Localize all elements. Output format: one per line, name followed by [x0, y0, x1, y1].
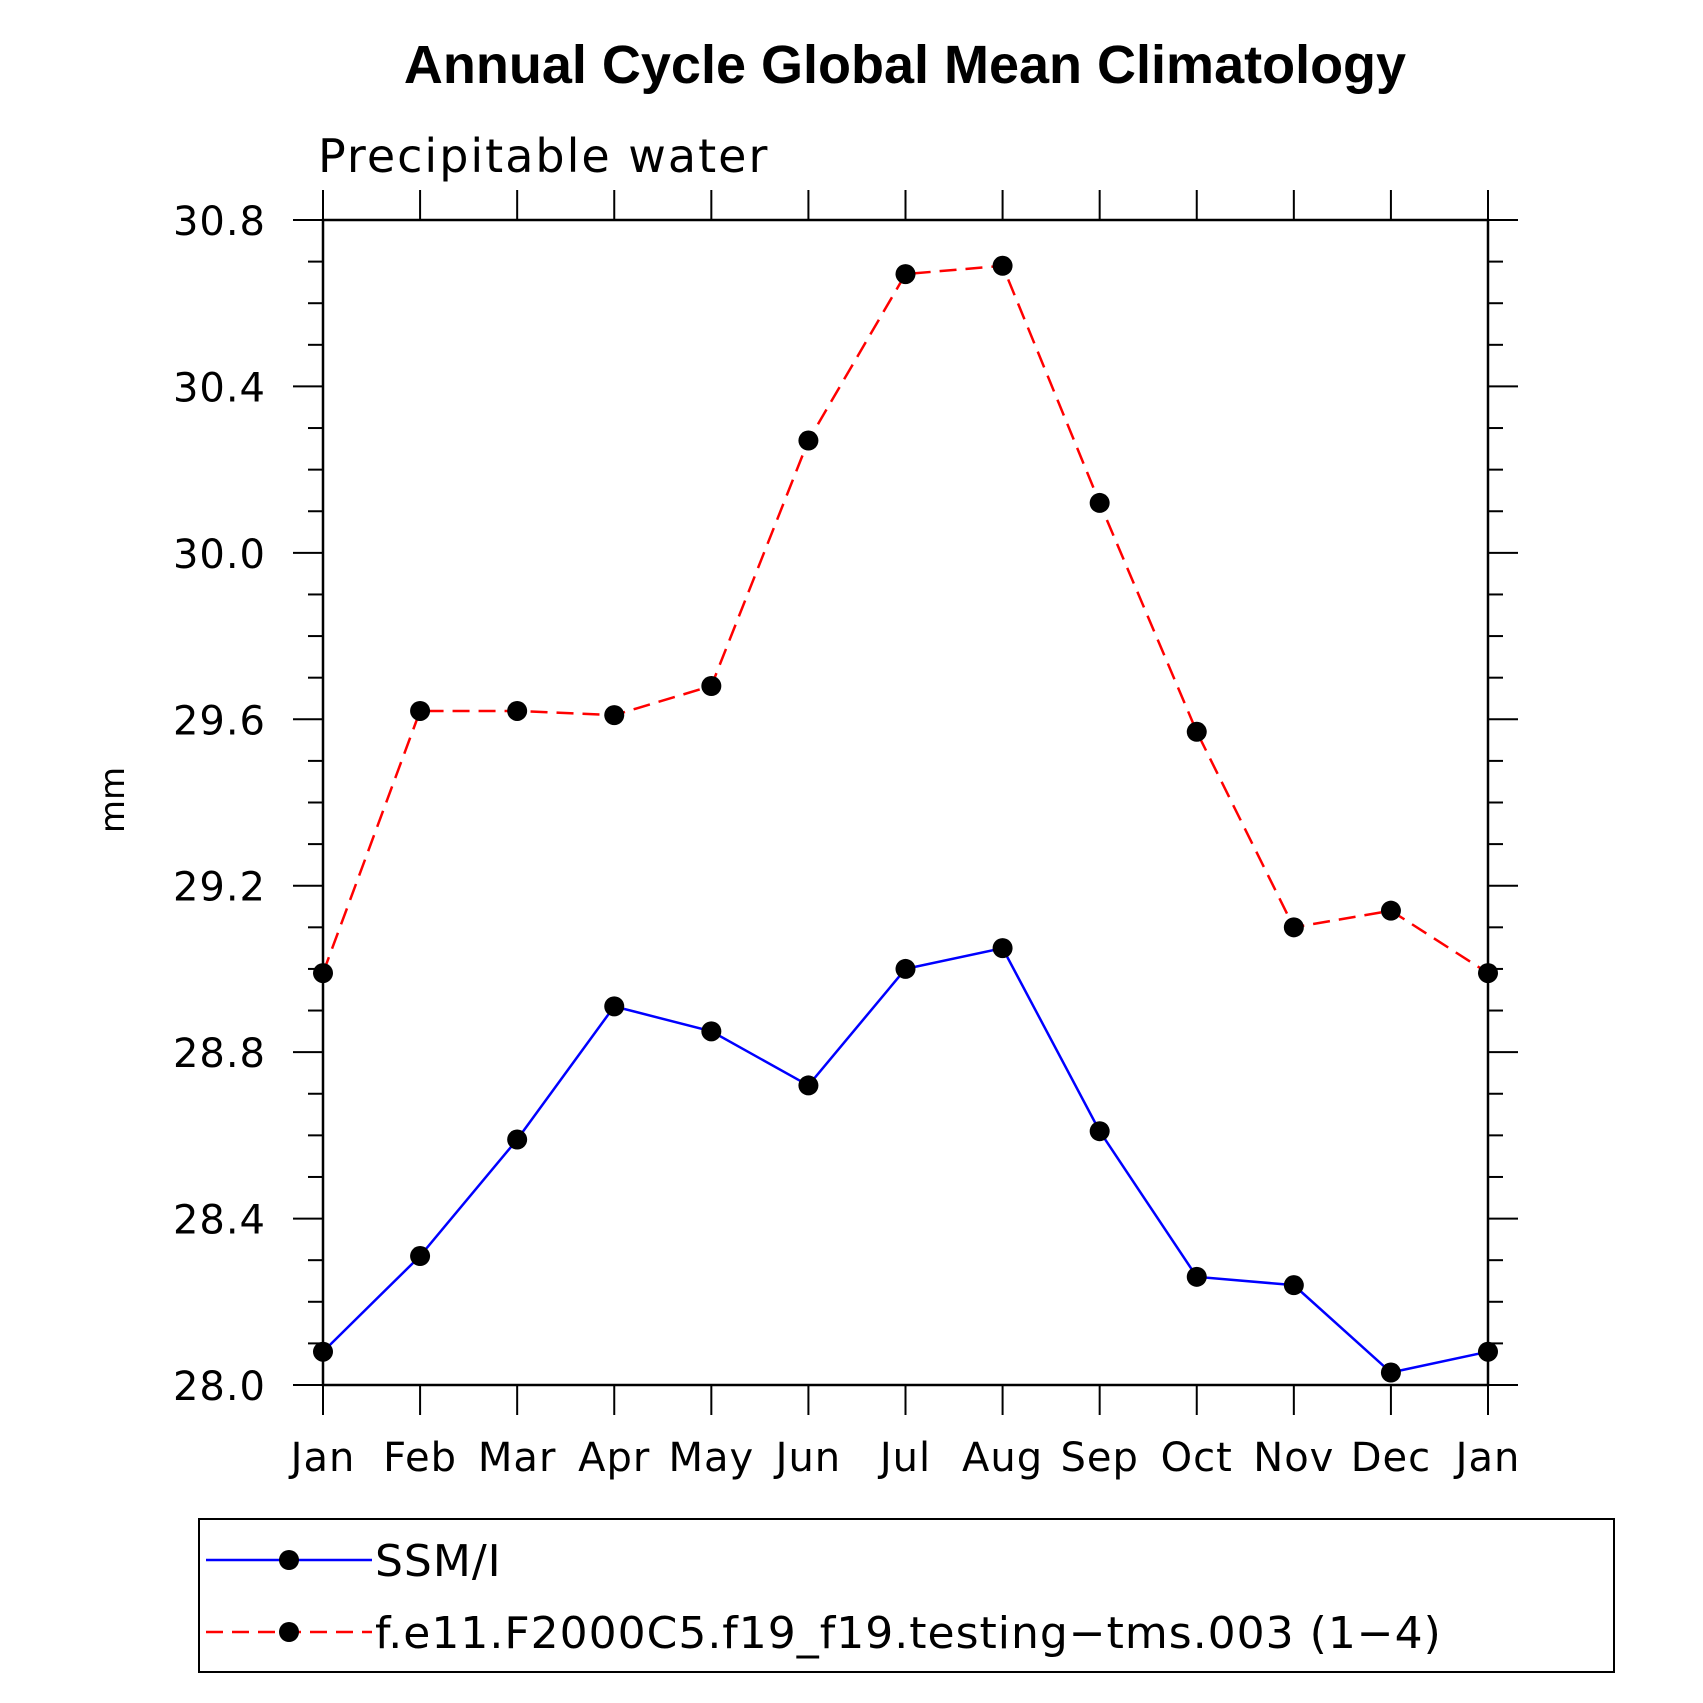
data-point-1: [1380, 900, 1401, 921]
legend-label-model: f.e11.F2000C5.f19_f19.testing−tms.003 (1…: [375, 1608, 1442, 1659]
series-line-0: [322, 946, 1489, 1374]
data-point-1: [701, 676, 722, 696]
y-tick-labels: 28.0 28.4 28.8 29.2 29.6 30.0 30.4 30.8: [173, 199, 266, 1410]
y-tick-label: 30.0: [173, 532, 266, 578]
data-point-1: [992, 255, 1013, 276]
plot-series: [313, 255, 1498, 1383]
y-tick-label: 28.8: [173, 1031, 266, 1077]
x-tick-label: Jul: [877, 1435, 931, 1481]
data-point-0: [798, 1075, 819, 1096]
data-point-0: [507, 1129, 528, 1150]
x-tick-label: Sep: [1060, 1435, 1138, 1481]
legend-label-ssmi: SSM/I: [375, 1536, 502, 1587]
legend-entry-ssmi: SSM/I: [206, 1536, 502, 1587]
legend-marker-ssmi: [279, 1550, 299, 1570]
data-point-1: [1186, 721, 1207, 742]
data-point-1: [507, 700, 528, 721]
x-tick-labels: Jan Feb Mar Apr May Jun Jul Aug Sep Oct Nov Dec Jan: [288, 1435, 1521, 1481]
legend: SSM/I f.e11.F2000C5.f19_f19.testing−tms.…: [198, 1518, 1615, 1673]
data-point-0: [895, 958, 916, 979]
data-point-0: [1186, 1266, 1207, 1287]
x-tick-label: Apr: [578, 1435, 650, 1481]
legend-box: [198, 1518, 1615, 1673]
x-tick-label: Jun: [773, 1435, 842, 1481]
plot-frame: [321, 218, 1490, 1387]
data-point-0: [604, 996, 625, 1017]
data-point-0: [992, 938, 1013, 959]
legend-marker-model: [279, 1622, 299, 1642]
y-axis-label: mm: [93, 767, 133, 833]
x-tick-label: Dec: [1351, 1435, 1431, 1481]
data-point-1: [1283, 917, 1304, 938]
y-tick-label: 28.4: [173, 1198, 266, 1244]
x-tick-label: Oct: [1161, 1435, 1233, 1481]
data-point-0: [410, 1246, 431, 1267]
chart-subtitle: Precipitable water: [318, 129, 769, 183]
x-tick-label: May: [668, 1435, 754, 1481]
data-point-0: [701, 1021, 722, 1042]
x-tick-label: Mar: [478, 1435, 556, 1481]
data-point-0: [1380, 1362, 1401, 1383]
data-point-1: [604, 705, 625, 726]
data-point-0: [1283, 1275, 1304, 1296]
chart-title: Annual Cycle Global Mean Climatology: [404, 35, 1406, 95]
y-tick-label: 30.4: [173, 365, 266, 411]
x-tick-label: Jan: [288, 1435, 356, 1481]
axis-ticks: [293, 190, 1518, 1415]
x-tick-label: Jan: [1453, 1435, 1521, 1481]
x-tick-label: Nov: [1253, 1435, 1334, 1481]
x-tick-label: Feb: [383, 1435, 457, 1481]
y-tick-label: 29.6: [173, 698, 266, 744]
data-point-0: [1089, 1121, 1110, 1142]
data-point-1: [1089, 492, 1110, 513]
y-tick-label: 29.2: [173, 865, 266, 911]
data-point-1: [410, 700, 431, 721]
y-tick-label: 28.0: [173, 1364, 266, 1410]
data-point-1: [798, 430, 819, 451]
data-point-1: [895, 264, 916, 285]
x-tick-label: Aug: [962, 1435, 1043, 1481]
legend-entry-model: f.e11.F2000C5.f19_f19.testing−tms.003 (1…: [206, 1608, 1442, 1659]
series-line-1: [321, 264, 1489, 975]
y-tick-label: 30.8: [173, 199, 266, 245]
